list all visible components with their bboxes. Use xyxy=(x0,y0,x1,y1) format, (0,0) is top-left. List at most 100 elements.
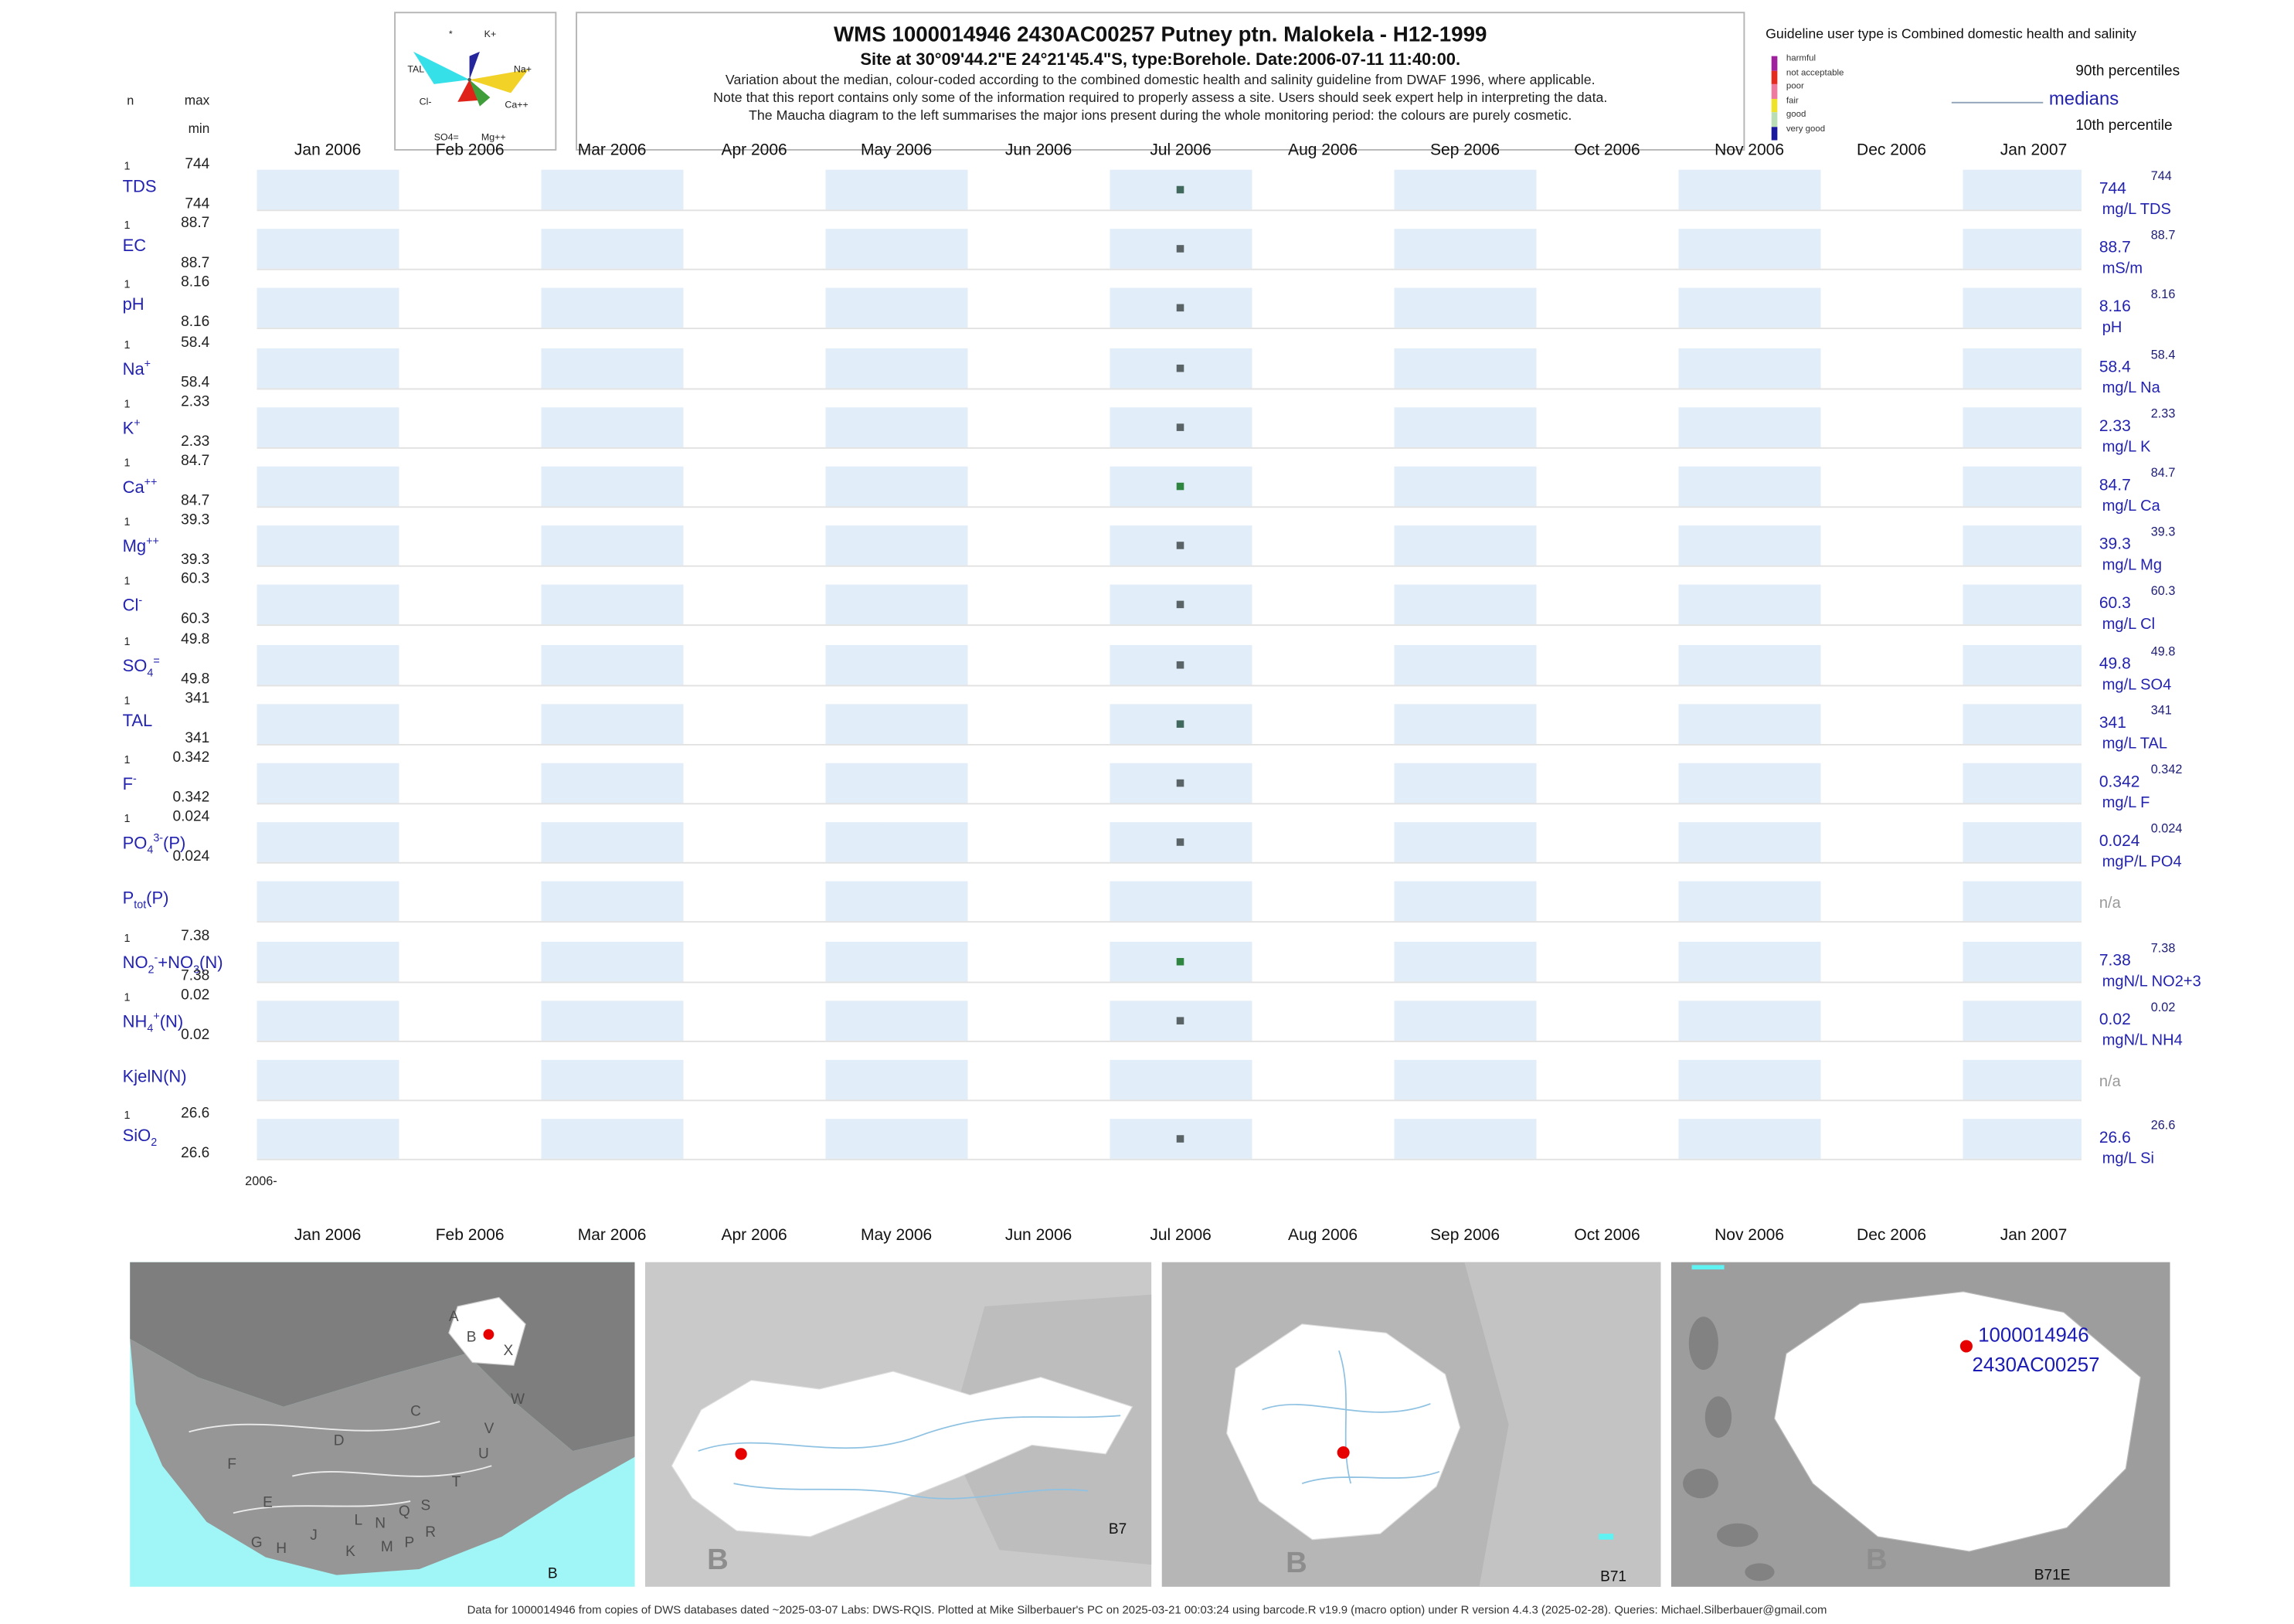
sample-count: 1 xyxy=(124,753,131,766)
rivers xyxy=(1262,1350,1440,1484)
legend-10th-percentile: 10th percentile xyxy=(2075,117,2173,134)
report-desc-3: The Maucha diagram to the left summarise… xyxy=(749,107,1572,123)
terrain-patch xyxy=(1683,1469,1718,1499)
min-value: 60.3 xyxy=(181,611,210,628)
p90-value: 60.3 xyxy=(2150,583,2176,599)
sample-count: 1 xyxy=(124,812,131,826)
maucha-wedge-mg xyxy=(469,80,491,107)
catchment-highlight xyxy=(1773,1291,2141,1552)
drainage-region-letter: C xyxy=(410,1403,421,1419)
min-value: 0.024 xyxy=(172,848,210,865)
unit-label: mg/L F xyxy=(2102,793,2150,812)
maucha-ion-label: Mg++ xyxy=(481,132,506,143)
unit-label: mg/L Cl xyxy=(2102,616,2156,634)
unit-label: mg/L K xyxy=(2102,438,2151,456)
legend-class-swatch xyxy=(1771,83,1778,99)
data-point xyxy=(1177,185,1184,194)
min-value: 2.33 xyxy=(181,433,210,450)
param-row-no23: NO2-+NO3(N) 1 7.38 7.38 7.38 7.38 mgN/L NO2+3 xyxy=(0,923,2294,990)
month-label: Nov 2006 xyxy=(1715,141,1785,160)
min-value: 88.7 xyxy=(181,255,210,272)
sample-count: 1 xyxy=(124,693,131,707)
timeseries-strip xyxy=(257,941,2082,983)
month-label: Jun 2006 xyxy=(1004,141,1072,160)
maucha-ion-label: K+ xyxy=(484,29,497,39)
timeseries-strip xyxy=(257,348,2082,389)
param-name: F- xyxy=(122,772,137,794)
max-value: 39.3 xyxy=(181,512,210,529)
legend-90th-percentiles: 90th percentiles xyxy=(2075,63,2180,80)
water-body xyxy=(1691,1265,1725,1270)
param-name: TAL xyxy=(122,712,153,731)
month-label: Oct 2006 xyxy=(1574,1226,1640,1245)
legend-class-label: poor xyxy=(1786,82,1804,92)
data-point xyxy=(1177,364,1184,372)
month-label: Apr 2006 xyxy=(721,1226,787,1245)
legend-medians: medians xyxy=(2048,88,2119,110)
min-value: 0.342 xyxy=(172,790,210,807)
terrain-patch xyxy=(1717,1523,1759,1548)
terrain-patch xyxy=(1745,1563,1775,1582)
param-name: pH xyxy=(122,297,144,315)
max-value: 88.7 xyxy=(181,216,210,233)
param-name: SO4= xyxy=(122,653,160,679)
param-row-f: F- 1 0.342 0.342 0.342 0.342 mg/L F xyxy=(0,746,2294,812)
drainage-region-letter: P xyxy=(405,1534,415,1551)
min-value: 744 xyxy=(185,196,210,213)
min-value: 49.8 xyxy=(181,671,210,688)
timeseries-strip xyxy=(257,406,2082,449)
month-label: Mar 2006 xyxy=(577,141,647,160)
drainage-region-letter: A xyxy=(449,1309,459,1325)
sample-count: 1 xyxy=(124,159,131,173)
adjacent-catchments xyxy=(1464,1262,1661,1587)
timeseries-strip xyxy=(257,882,2082,923)
timeseries-strip xyxy=(257,288,2082,330)
timeseries-strip xyxy=(257,763,2082,805)
site-marker xyxy=(735,1448,747,1460)
median-line xyxy=(1951,101,2044,104)
max-value: 60.3 xyxy=(181,572,210,589)
param-row-tds: TDS 1 744 744 744 744 mg/L TDS xyxy=(0,152,2294,219)
month-label: May 2006 xyxy=(860,141,933,160)
maucha-svg: * K+ TAL Na+ Cl- Ca++ SO4= Mg++ xyxy=(407,29,532,143)
sample-count: 1 xyxy=(124,990,131,1004)
month-label: Feb 2006 xyxy=(435,141,505,160)
legend-title: Guideline user type is Combined domestic… xyxy=(1766,26,2136,42)
report-desc-1: Variation about the median, colour-coded… xyxy=(725,72,1596,87)
drainage-region-letter: S xyxy=(421,1498,431,1514)
param-name: PO43-(P) xyxy=(122,831,186,857)
drainage-region-letter: M xyxy=(381,1539,393,1555)
legend-class-label: not acceptable xyxy=(1786,68,1844,78)
month-label: May 2006 xyxy=(860,1226,933,1245)
month-label: Aug 2006 xyxy=(1288,141,1358,160)
max-value: 744 xyxy=(185,156,210,173)
data-point xyxy=(1177,423,1184,431)
timeseries-strip xyxy=(257,1119,2082,1161)
maucha-ion-label: TAL xyxy=(407,64,424,75)
unit-label: mg/L Ca xyxy=(2102,497,2160,515)
legend-class-swatch xyxy=(1771,126,1778,141)
unit-label: mg/L TDS xyxy=(2102,200,2171,219)
map-corner-label: B71E xyxy=(2034,1567,2071,1583)
median-value: 58.4 xyxy=(2099,358,2131,376)
min-value: 39.3 xyxy=(181,552,210,569)
catchment-highlight xyxy=(1226,1323,1461,1541)
terrain-patch xyxy=(1688,1317,1718,1371)
rivers xyxy=(698,1415,1121,1500)
param-row-po4: PO43-(P) 1 0.024 0.024 0.024 0.024 mgP/L PO4 xyxy=(0,805,2294,871)
param-row-ptot: Ptot(P) n/a xyxy=(0,864,2294,929)
max-value: 0.342 xyxy=(172,749,210,766)
p90-value: 8.16 xyxy=(2150,287,2176,302)
p90-value: 26.6 xyxy=(2150,1117,2176,1133)
sample-count: 1 xyxy=(124,337,131,351)
maucha-diagram: * K+ TAL Na+ Cl- Ca++ SO4= Mg++ xyxy=(394,12,557,151)
max-value: 0.02 xyxy=(181,987,210,1004)
param-name: Mg++ xyxy=(122,534,159,557)
p90-value: 49.8 xyxy=(2150,643,2176,658)
param-name: K+ xyxy=(122,416,141,438)
drainage-region-letter: L xyxy=(355,1513,363,1529)
legend-class-scale: harmful not acceptable poor fair good very go… xyxy=(1771,55,1963,148)
map-corner-label: B xyxy=(548,1565,558,1582)
data-point xyxy=(1177,719,1184,728)
unit-label: mg/L Mg xyxy=(2102,556,2163,575)
